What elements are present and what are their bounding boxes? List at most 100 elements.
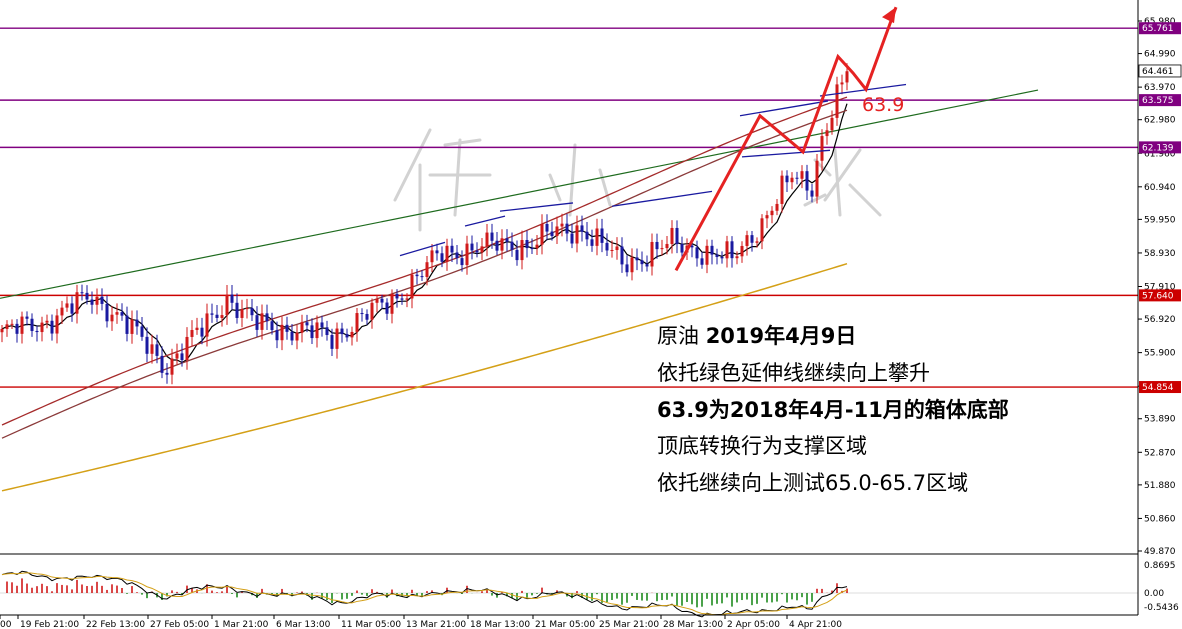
level-price-box <box>1139 381 1181 394</box>
candle-body <box>595 228 599 246</box>
time-tick-label: 1 Mar 21:00 <box>214 620 269 629</box>
candle-body <box>535 244 539 249</box>
candle-body <box>800 171 804 179</box>
candle-body <box>410 274 414 299</box>
candle-body <box>460 258 464 266</box>
annotation-date: 2019年4月9日 <box>705 324 857 348</box>
candle-body <box>125 315 129 334</box>
annotation-line-1: 原油 2019年4月9日 <box>657 320 856 350</box>
candle-body <box>545 224 549 232</box>
macd-tick-label: 0.00 <box>1144 589 1164 599</box>
candle-body <box>750 235 754 243</box>
candle-body <box>775 203 779 211</box>
annotation-instrument: 原油 <box>657 324 699 348</box>
channel-line <box>819 83 907 97</box>
horizontal-levels <box>0 27 1138 388</box>
candle-body <box>325 327 329 336</box>
candle-body <box>615 246 619 250</box>
candle-body <box>295 332 299 341</box>
candle-body <box>785 175 789 183</box>
candle-body <box>50 320 54 334</box>
watermark-stroke <box>453 138 462 217</box>
candle-body <box>170 358 174 375</box>
price-tick-label: 50.860 <box>1144 514 1176 524</box>
candle-body <box>45 320 49 323</box>
price-tick-label: 58.930 <box>1144 249 1176 259</box>
time-tick-label: 4 Apr 21:00 <box>789 620 842 629</box>
level-price-box <box>1139 289 1181 302</box>
candle-body <box>190 330 194 337</box>
candle-body <box>55 315 59 334</box>
candle-body <box>5 324 9 329</box>
candle-body <box>275 330 279 341</box>
candle-body <box>445 245 449 262</box>
candle-body <box>485 232 489 247</box>
candle-body <box>825 130 829 137</box>
candle-body <box>390 293 394 314</box>
candle-body <box>155 344 159 356</box>
candle-body <box>585 231 589 240</box>
annotation-line-5: 依托继续向上测试65.0-65.7区域 <box>657 471 969 495</box>
candle-body <box>680 244 684 253</box>
candle-body <box>795 177 799 179</box>
price-tick-label: 51.880 <box>1144 481 1176 491</box>
candle-body <box>215 314 219 318</box>
candle-body <box>705 245 709 265</box>
candle-body <box>230 294 234 303</box>
price-tick-label: 63.970 <box>1144 83 1176 93</box>
time-tick-label: 6 Mar 13:00 <box>276 620 331 629</box>
current-price-label: 64.461 <box>1142 67 1174 77</box>
candle-body <box>530 248 534 250</box>
channel-line <box>464 215 506 227</box>
candle-body <box>185 336 189 361</box>
candle-body <box>110 314 114 322</box>
candle-body <box>95 296 99 305</box>
time-tick-label: 18 Mar 13:00 <box>470 620 530 629</box>
watermark-stroke <box>823 148 862 202</box>
candle-body <box>695 247 699 259</box>
candle-body <box>200 327 204 337</box>
candle-body <box>265 313 269 322</box>
candle-body <box>605 242 609 251</box>
candle-body <box>350 331 354 338</box>
channel-line <box>741 149 831 158</box>
candle-body <box>285 324 289 332</box>
candle-body <box>510 241 514 250</box>
candle-body <box>470 243 474 251</box>
channel-line <box>611 190 713 207</box>
candlesticks <box>0 63 849 385</box>
candle-body <box>450 245 454 253</box>
candle-body <box>455 252 459 259</box>
candle-body <box>590 239 594 246</box>
candle-body <box>505 238 509 242</box>
candle-body <box>710 245 714 255</box>
candle-body <box>85 292 89 300</box>
time-tick-label: 25 Mar 21:00 <box>599 620 659 629</box>
price-annotation: 63.9 <box>862 94 904 116</box>
candle-body <box>690 245 694 248</box>
candle-body <box>10 323 14 325</box>
candle-body <box>780 175 784 204</box>
candle-body <box>755 241 759 243</box>
price-tick-label: 52.870 <box>1144 448 1176 458</box>
candle-body <box>515 249 519 261</box>
candle-body <box>630 257 634 273</box>
candle-body <box>270 321 274 331</box>
candle-body <box>725 241 729 259</box>
candle-body <box>400 298 404 300</box>
ma-slow-line <box>1 262 848 492</box>
candle-body <box>175 353 179 359</box>
candle-body <box>145 336 149 354</box>
price-tick-label: 64.990 <box>1144 50 1176 60</box>
watermark-signature <box>393 128 882 232</box>
candle-body <box>720 257 724 259</box>
candle-body <box>165 372 169 375</box>
candle-body <box>845 71 849 83</box>
candle-body <box>810 190 814 197</box>
candle-body <box>60 307 64 316</box>
channel-line <box>499 202 574 212</box>
annotation-line-3: 63.9为2018年4月-11月的箱体底部 <box>657 398 1009 422</box>
channel-lines <box>399 83 907 257</box>
candle-body <box>210 313 214 315</box>
